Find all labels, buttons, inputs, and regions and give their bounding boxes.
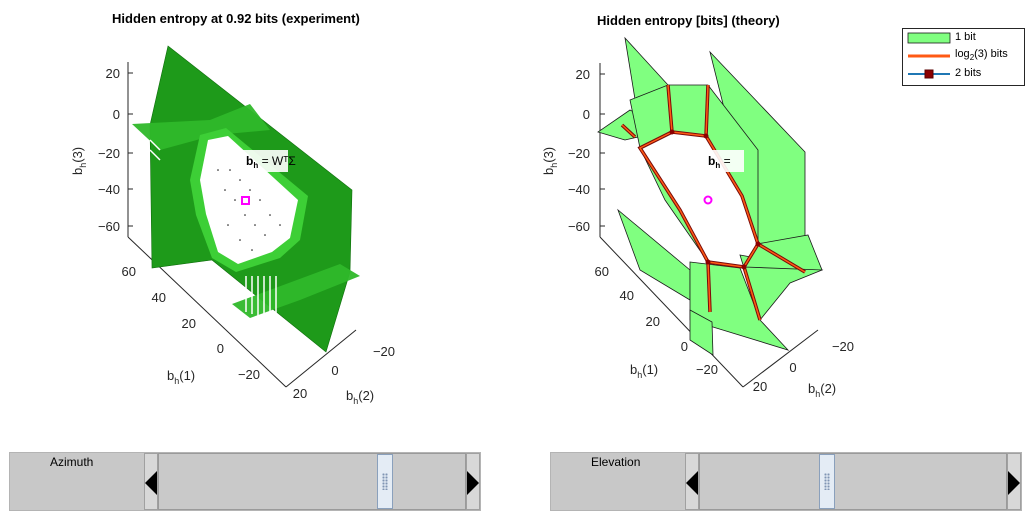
arrow-left-icon <box>145 471 157 495</box>
y-axis-label: bh(2) <box>346 388 374 406</box>
y-tick: 20 <box>293 386 307 401</box>
x-axis-label: bh(1) <box>630 362 658 380</box>
arrow-right-icon <box>1008 471 1020 495</box>
origin-marker <box>241 196 250 205</box>
x-tick: 40 <box>620 288 634 303</box>
legend-entry-1bit: 1 bit <box>903 29 1024 47</box>
azimuth-increment-button[interactable] <box>466 453 480 510</box>
elevation-decrement-button[interactable] <box>685 453 699 510</box>
z-tick: −40 <box>568 182 590 197</box>
elevation-increment-button[interactable] <box>1007 453 1021 510</box>
left-plot-title: Hidden entropy at 0.92 bits (experiment) <box>112 11 360 26</box>
y-tick: −20 <box>373 344 395 359</box>
x-tick: 0 <box>217 341 224 356</box>
z-axis-label: bh(3) <box>541 147 559 175</box>
arrow-right-icon <box>467 471 479 495</box>
legend-entry-2bits: 2 bits <box>903 65 1024 83</box>
x-tick: 60 <box>595 264 609 279</box>
x-tick: 20 <box>182 316 196 331</box>
elevation-slider-track[interactable] <box>699 453 1007 510</box>
annotation-box <box>238 150 288 172</box>
plot-legend: 1 bit log2(3) bits 2 bits <box>902 28 1025 86</box>
z-tick: 0 <box>113 107 120 122</box>
x-tick: 0 <box>681 339 688 354</box>
azimuth-slider-track[interactable] <box>158 453 466 510</box>
legend-label: 2 bits <box>955 67 982 79</box>
x-tick: −20 <box>696 362 718 377</box>
theory-entropy-surface <box>597 36 824 356</box>
right-3d-plot[interactable]: 20 0 −20 −40 −60 60 40 20 0 −20 20 0 −20… <box>520 0 900 440</box>
z-tick: 20 <box>106 66 120 81</box>
x-axis-label: bh(1) <box>167 368 195 386</box>
y-tick: 20 <box>753 379 767 394</box>
z-tick: −60 <box>568 219 590 234</box>
annotation-box <box>700 150 744 172</box>
left-3d-plot[interactable]: 20 0 −20 −40 −60 60 40 20 0 −20 20 0 −20… <box>0 0 500 440</box>
origin-marker <box>703 195 713 205</box>
azimuth-panel: Azimuth <box>9 452 481 511</box>
experiment-entropy-surface <box>132 45 360 353</box>
x-tick: −20 <box>238 367 260 382</box>
right-annotation: bh = <box>708 154 731 170</box>
z-tick: 20 <box>576 67 590 82</box>
elevation-panel: Elevation <box>550 452 1022 511</box>
y-tick: 0 <box>789 360 796 375</box>
y-axis-label: bh(2) <box>808 381 836 399</box>
arrow-left-icon <box>686 471 698 495</box>
azimuth-label: Azimuth <box>50 455 94 469</box>
y-tick: −20 <box>832 339 854 354</box>
elevation-label: Elevation <box>591 455 641 469</box>
azimuth-decrement-button[interactable] <box>144 453 158 510</box>
two-bit-markers <box>669 129 761 270</box>
legend-label: log2(3) bits <box>955 48 1008 63</box>
legend-swatch <box>907 32 951 44</box>
right-plot-title: Hidden entropy [bits] (theory) <box>597 13 780 28</box>
z-tick: −20 <box>568 146 590 161</box>
left-annotation: bh = WᵀΣ <box>246 154 296 170</box>
z-axis-label: bh(3) <box>70 147 88 175</box>
y-tick: 0 <box>331 363 338 378</box>
z-tick: 0 <box>583 107 590 122</box>
elevation-slider-thumb[interactable] <box>818 454 835 509</box>
legend-label: 1 bit <box>955 31 976 43</box>
x-tick: 20 <box>646 314 660 329</box>
legend-swatch <box>924 69 934 79</box>
x-tick: 60 <box>122 264 136 279</box>
z-tick: −60 <box>98 219 120 234</box>
z-tick: −20 <box>98 146 120 161</box>
x-tick: 40 <box>152 290 166 305</box>
legend-entry-log3: log2(3) bits <box>903 46 1024 64</box>
azimuth-slider-thumb[interactable] <box>376 454 393 509</box>
z-tick: −40 <box>98 182 120 197</box>
